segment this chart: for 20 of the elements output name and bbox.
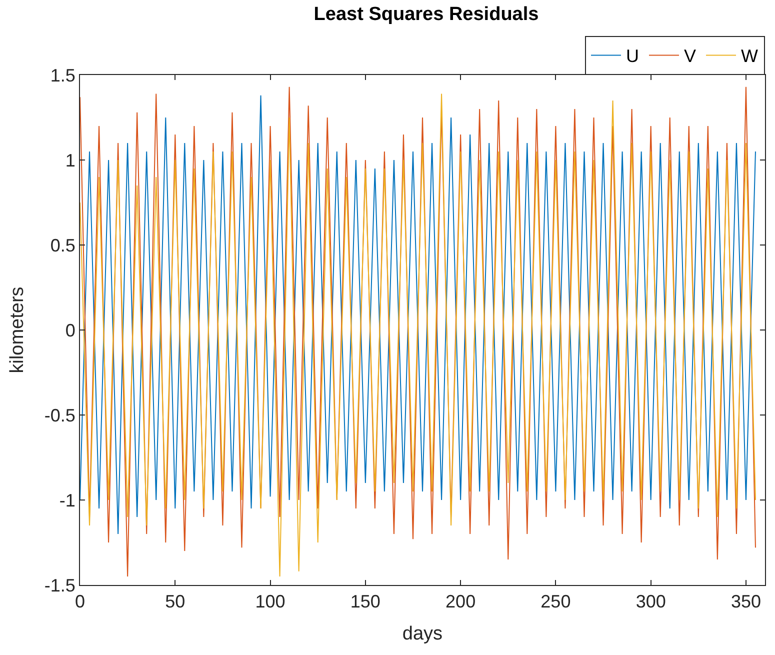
x-tick-label: 350: [730, 592, 761, 612]
y-tick-label: -1: [59, 490, 76, 510]
y-tick-label: 0.5: [50, 235, 76, 256]
x-tick-label: 50: [165, 592, 186, 612]
x-tick-label: 250: [540, 592, 571, 612]
legend-label: V: [684, 46, 696, 66]
y-axis-title: kilometers: [7, 286, 28, 374]
legend-label: W: [741, 46, 758, 66]
y-tick-label: 1.5: [50, 65, 76, 86]
x-tick-label: 300: [636, 592, 666, 612]
chart-title: Least Squares Residuals: [314, 4, 539, 25]
x-tick-label: 150: [350, 592, 380, 612]
legend-label: U: [626, 46, 639, 66]
x-tick-label: 100: [255, 592, 286, 612]
y-tick-label: 1: [65, 150, 76, 170]
x-tick-label: 200: [446, 592, 476, 612]
y-tick-label: -1.5: [44, 575, 76, 596]
y-tick-label: -0.5: [44, 405, 76, 426]
x-axis-title: days: [402, 623, 443, 644]
y-tick-label: 0: [65, 320, 76, 340]
